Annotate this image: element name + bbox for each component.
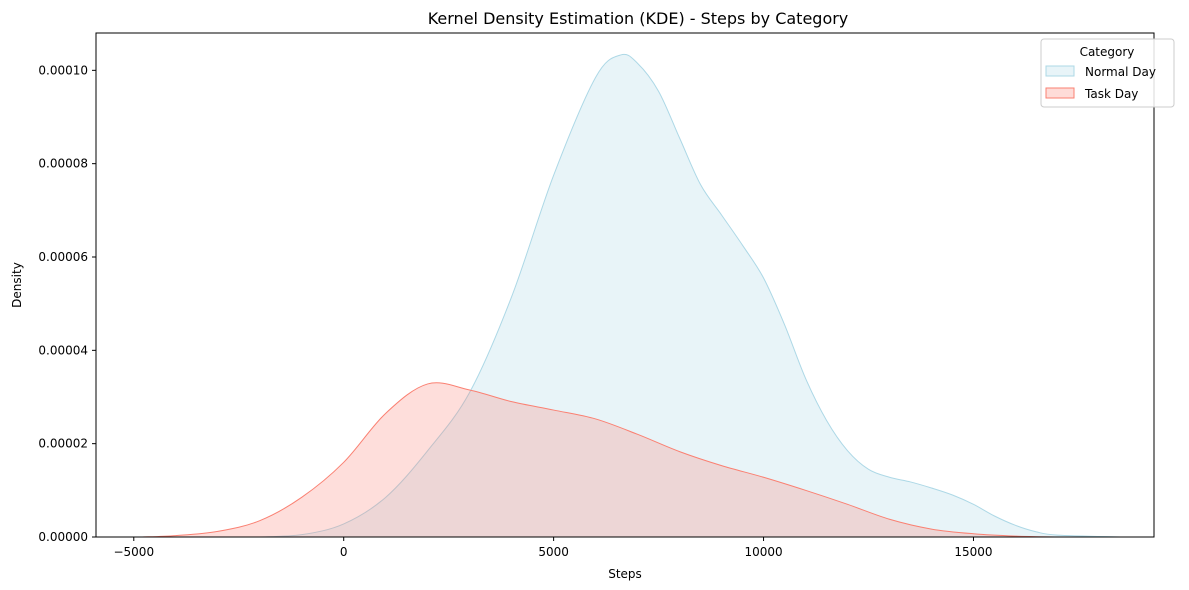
series-area-normal-day (259, 54, 1121, 538)
series-line-task-day (142, 382, 1058, 538)
y-axis-label: Density (10, 262, 24, 308)
axes-frame (95, 32, 1155, 538)
series-line-normal-day (259, 53, 1121, 538)
plot-area (142, 53, 1121, 538)
series-area-task-day (142, 382, 1058, 537)
y-tick-label: 0.00010 (38, 63, 88, 77)
y-tick-label: 0.00006 (38, 250, 88, 264)
x-tick-label: 15000 (954, 545, 992, 559)
legend-label-normal-day: Normal Day (1085, 65, 1156, 79)
y-tick-label: 0.00008 (38, 157, 88, 171)
legend-label-task-day: Task Day (1084, 87, 1138, 101)
chart-title: Kernel Density Estimation (KDE) - Steps … (428, 9, 849, 28)
y-tick-label: 0.00004 (38, 343, 88, 357)
x-axis: −5000 0 5000 10000 15000 (113, 537, 993, 559)
y-axis: 0.00000 0.00002 0.00004 0.00006 0.00008 0.000… (38, 63, 96, 544)
y-tick-label: 0.00002 (38, 437, 88, 451)
x-axis-label: Steps (608, 567, 642, 581)
x-tick-label: 0 (340, 545, 348, 559)
legend-title: Category (1080, 45, 1135, 59)
x-tick-label: −5000 (113, 545, 154, 559)
legend: Category Normal Day Task Day (1040, 38, 1175, 108)
x-tick-label: 5000 (538, 545, 569, 559)
y-tick-label: 0.00000 (38, 530, 88, 544)
legend-swatch-task-day (1045, 87, 1075, 99)
legend-swatch-normal-day (1045, 65, 1075, 77)
x-tick-label: 10000 (744, 545, 782, 559)
